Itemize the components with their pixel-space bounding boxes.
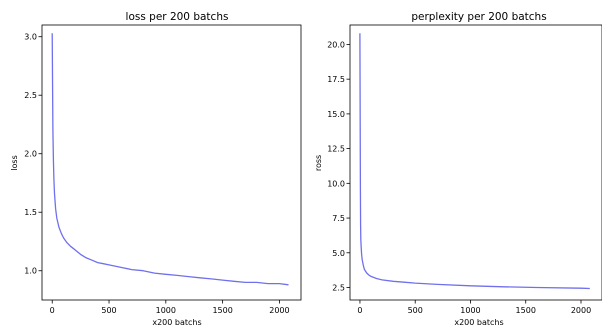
perplexity-chart-xlabel: x200 batchs xyxy=(454,318,503,327)
perplexity-chart-plot: 0 500 1000 1500 2000 2.5 5.0 7.5 10.0 12.5 15.0 17.… xyxy=(327,24,602,315)
loss-y-tick-label: 1.5 xyxy=(24,208,37,217)
perplexity-y-tick-label: 17.5 xyxy=(327,75,345,84)
loss-chart-ylabel: loss xyxy=(10,155,19,170)
perplexity-y-tick-label: 15.0 xyxy=(327,110,345,119)
loss-y-tick-label: 2.5 xyxy=(24,91,37,100)
perplexity-chart: perplexity per 200 batchs x200 batchs ro… xyxy=(314,11,602,327)
perplexity-x-tick-label: 1500 xyxy=(516,306,536,315)
loss-chart: loss per 200 batchs x200 batchs loss 0 50… xyxy=(10,11,302,327)
perplexity-x-tick-label: 1000 xyxy=(460,306,480,315)
loss-x-tick-label: 1000 xyxy=(156,306,176,315)
loss-x-tick-label: 2000 xyxy=(269,306,289,315)
perplexity-chart-title: perplexity per 200 batchs xyxy=(411,11,546,23)
loss-chart-title: loss per 200 batchs xyxy=(126,11,229,23)
loss-y-tick-label: 2.0 xyxy=(24,150,37,159)
loss-x-tick-label: 0 xyxy=(50,306,55,315)
perplexity-y-tick-label: 20.0 xyxy=(327,40,345,49)
perplexity-y-tick-label: 5.0 xyxy=(332,249,345,258)
loss-chart-plot: 0 500 1000 1500 2000 1.0 1.5 2.0 2.5 3.0 xyxy=(24,24,302,315)
loss-plot-frame xyxy=(41,24,302,301)
loss-y-tick-label: 1.0 xyxy=(24,267,37,276)
loss-y-tick-label: 3.0 xyxy=(24,33,37,42)
perplexity-y-tick-label: 10.0 xyxy=(327,179,345,188)
perplexity-x-tick-label: 500 xyxy=(408,306,423,315)
perplexity-x-tick-label: 0 xyxy=(357,306,362,315)
perplexity-y-tick-label: 7.5 xyxy=(332,214,345,223)
loss-x-tick-label: 1500 xyxy=(212,306,232,315)
loss-series-line xyxy=(51,33,289,286)
perplexity-y-tick-label: 2.5 xyxy=(332,284,345,293)
perplexity-chart-ylabel: ross xyxy=(314,155,323,171)
perplexity-plot-frame xyxy=(349,24,602,301)
loss-chart-xlabel: x200 batchs xyxy=(152,318,201,327)
perplexity-x-tick-label: 2000 xyxy=(571,306,591,315)
loss-x-tick-label: 500 xyxy=(101,306,116,315)
perplexity-y-tick-label: 12.5 xyxy=(327,145,345,154)
perplexity-series-line xyxy=(359,33,590,290)
